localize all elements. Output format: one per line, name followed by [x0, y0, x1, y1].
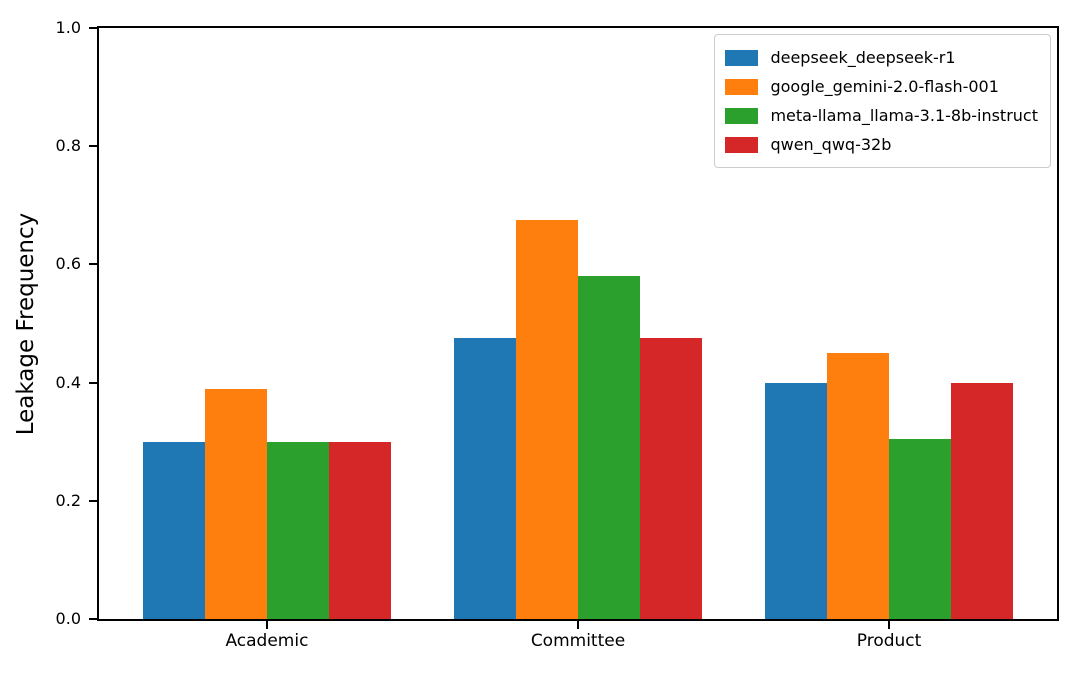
bar-academic-series0 — [142, 441, 205, 619]
bar-academic-series3 — [329, 441, 392, 619]
y-tick-label: 0.6 — [55, 254, 81, 274]
legend-entry-series1: google_gemini-2.0-flash-001 — [725, 72, 1038, 101]
legend-swatch-icon — [725, 107, 759, 124]
legend: deepseek_deepseek-r1 google_gemini-2.0-fl… — [714, 34, 1051, 168]
bar-academic-series1 — [204, 388, 267, 619]
bar-committee-series2 — [578, 276, 641, 619]
bar-product-series3 — [951, 382, 1014, 619]
plot-inner: Academic Committee Product 0.0 0.2 0.4 0.6 0.8 1… — [56, 20, 1057, 651]
plot-area: Academic Committee Product 0.0 0.2 0.4 0.6 0.8 1… — [56, 20, 1059, 651]
y-tick-label: 0.4 — [55, 372, 81, 392]
y-tick-mark — [89, 381, 97, 384]
y-tick-mark — [89, 263, 97, 266]
x-tick-label: Committee — [530, 631, 626, 651]
bar-committee-series3 — [640, 338, 703, 619]
bar-committee-series0 — [453, 338, 516, 619]
y-tick-label: 0.2 — [55, 490, 81, 510]
legend-entry-series0: deepseek_deepseek-r1 — [725, 43, 1038, 72]
y-tick-label: 0.0 — [55, 609, 81, 628]
legend-entry-series2: meta-llama_llama-3.1-8b-instruct — [725, 101, 1038, 130]
legend-swatch-icon — [725, 49, 759, 66]
bar-product-series2 — [889, 438, 952, 619]
y-tick-mark — [89, 618, 97, 620]
y-tick-label: 0.8 — [55, 136, 81, 156]
x-tick-mark — [888, 621, 891, 629]
legend-swatch-icon — [725, 78, 759, 95]
y-tick-mark — [89, 499, 97, 502]
y-tick-mark — [89, 27, 97, 29]
x-tick-label: Product — [856, 631, 922, 651]
legend-label: google_gemini-2.0-flash-001 — [770, 77, 999, 96]
y-tick-label: 1.0 — [55, 18, 81, 37]
legend-entry-series3: qwen_qwq-32b — [725, 130, 1038, 159]
x-tick-label: Academic — [225, 631, 309, 651]
bar-product-series1 — [826, 353, 890, 619]
bar-product-series0 — [764, 382, 827, 619]
legend-label: deepseek_deepseek-r1 — [770, 48, 956, 67]
legend-label: qwen_qwq-32b — [770, 135, 892, 154]
y-axis-label: Leakage Frequency — [13, 212, 39, 436]
bar-committee-series1 — [515, 220, 578, 619]
y-tick-mark — [89, 145, 97, 148]
x-tick-mark — [577, 621, 579, 629]
x-tick-mark — [265, 621, 268, 629]
legend-swatch-icon — [725, 136, 759, 153]
legend-label: meta-llama_llama-3.1-8b-instruct — [770, 106, 1038, 125]
bar-academic-series2 — [266, 441, 330, 619]
